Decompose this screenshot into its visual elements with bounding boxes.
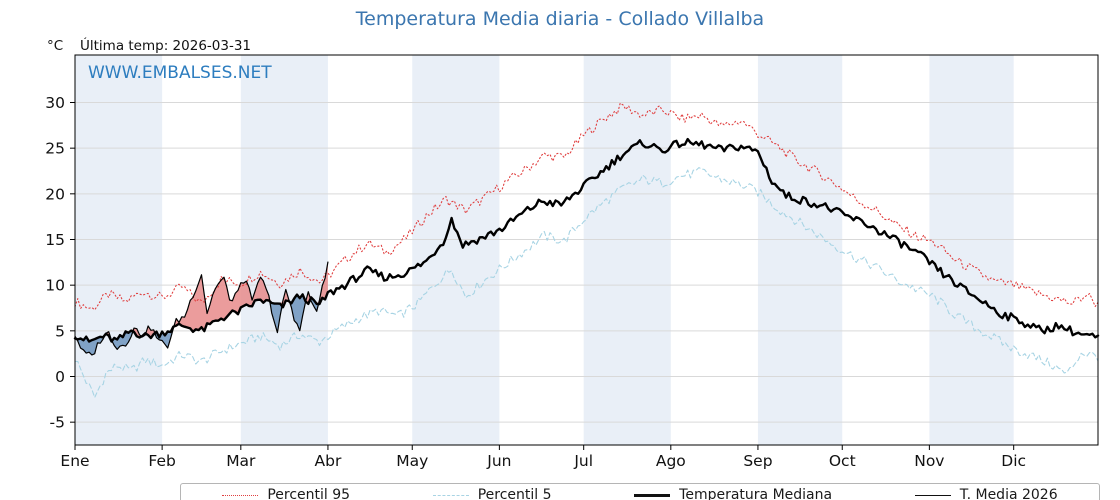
svg-text:Oct: Oct (829, 452, 856, 470)
svg-text:Jul: Jul (573, 452, 593, 470)
black-thin-line-icon (914, 494, 951, 496)
legend-label: Percentil 95 (267, 487, 351, 500)
svg-text:May: May (396, 452, 428, 470)
black-thick-line-icon (634, 493, 671, 497)
svg-text:Feb: Feb (148, 452, 175, 470)
legend-item-t-media-2026: T. Media 2026 (914, 487, 1058, 500)
watermark-text: WWW.EMBALSES.NET (88, 63, 272, 83)
svg-text:0: 0 (55, 368, 65, 386)
chart-title: Temperatura Media diaria - Collado Villa… (355, 8, 765, 30)
last-temp-label: Última temp: 2026-03-31 (80, 38, 252, 54)
svg-text:10: 10 (45, 277, 65, 295)
svg-text:5: 5 (55, 322, 65, 340)
svg-text:Mar: Mar (226, 452, 256, 470)
svg-text:15: 15 (45, 231, 65, 249)
svg-text:Ene: Ene (60, 452, 89, 470)
legend-item-percentil-5: Percentil 5 (432, 487, 552, 500)
legend-label: Percentil 5 (477, 487, 552, 500)
svg-text:Jun: Jun (486, 452, 511, 470)
legend-label: Temperatura Mediana (679, 487, 833, 500)
cyan-dashed-line-icon (432, 494, 469, 496)
svg-text:-5: -5 (50, 414, 65, 432)
chart-legend: Percentil 95 Percentil 5 Temperatura Med… (180, 483, 1100, 500)
svg-text:Ago: Ago (656, 452, 686, 470)
y-axis-unit-label: °C (47, 38, 64, 54)
legend-item-temperatura-mediana: Temperatura Mediana (634, 488, 832, 500)
svg-text:Nov: Nov (914, 452, 944, 470)
svg-text:30: 30 (45, 94, 65, 112)
legend-item-percentil-95: Percentil 95 (222, 488, 350, 500)
svg-text:Dic: Dic (1001, 452, 1026, 470)
svg-text:25: 25 (45, 140, 65, 158)
red-dotted-line-icon (222, 494, 259, 496)
svg-text:Abr: Abr (315, 452, 342, 470)
svg-text:20: 20 (45, 185, 65, 203)
svg-text:Sep: Sep (743, 452, 772, 470)
legend-label: T. Media 2026 (959, 487, 1058, 500)
